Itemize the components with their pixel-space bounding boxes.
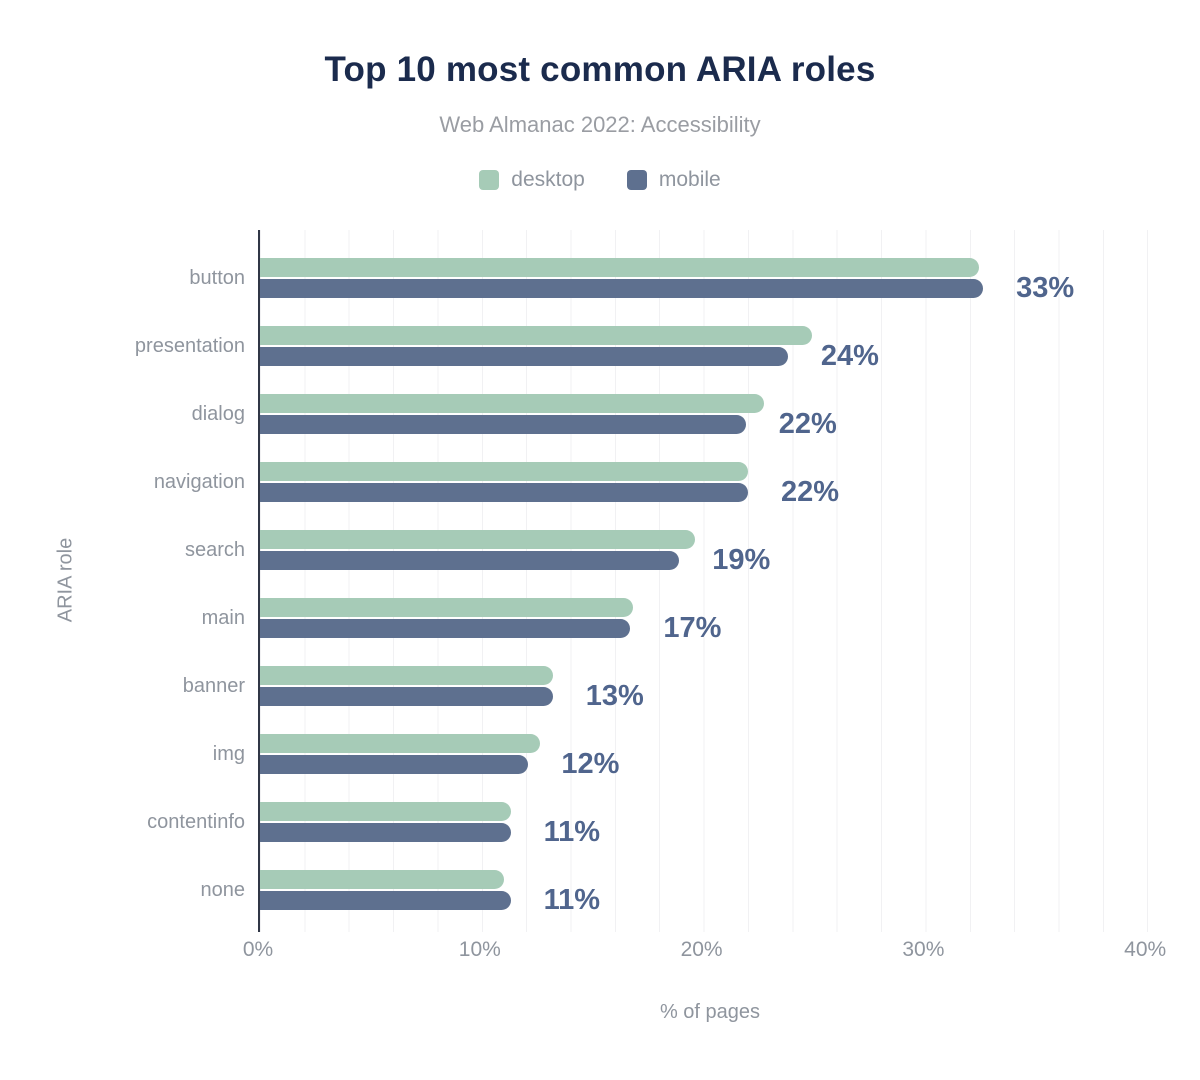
mobile-bar (260, 687, 553, 706)
legend-item-mobile[interactable]: mobile (626, 168, 721, 192)
category-label: dialog (191, 403, 245, 425)
value-label: 17% (663, 612, 722, 644)
mobile-bar (260, 619, 631, 638)
chart-row-banner: banner 13% (183, 652, 1163, 720)
desktop-bar (260, 462, 748, 481)
category-label: navigation (153, 471, 245, 493)
category-label: banner (182, 675, 245, 697)
chart-row-navigation: navigation 22% (154, 448, 1163, 516)
mobile-bar (260, 755, 529, 774)
desktop-bar (260, 666, 553, 685)
value-label: 19% (712, 544, 771, 576)
value-label: 33% (1016, 272, 1075, 304)
chart-row-presentation: presentation 24% (135, 312, 1163, 380)
category-label: contentinfo (147, 811, 245, 833)
desktop-bar (260, 598, 633, 617)
mobile-bar (260, 891, 511, 910)
legend: desktop mobile (0, 168, 1200, 192)
category-label: img (212, 743, 245, 765)
chart-title: Top 10 most common ARIA roles (324, 50, 876, 89)
value-label: 12% (561, 748, 620, 780)
mobile-bar (260, 415, 746, 434)
y-axis-title: ARIA role (54, 537, 77, 623)
plot-area: button 33% presentation 24% dialog 22% navigat… (135, 230, 1163, 932)
legend-label-mobile: mobile (658, 168, 721, 191)
desktop-bar (260, 734, 540, 753)
chart-row-img: img 12% (213, 720, 1163, 788)
category-label: none (200, 879, 246, 901)
category-label: button (189, 267, 245, 289)
desktop-bar (260, 870, 504, 889)
chart-row-dialog: dialog 22% (192, 380, 1163, 448)
legend-item-desktop[interactable]: desktop (479, 168, 585, 192)
x-tick-label: 0% (242, 938, 274, 961)
chart-row-button: button 33% (189, 244, 1163, 312)
value-label: 11% (543, 884, 601, 916)
mobile-bar (260, 279, 984, 298)
x-axis-title: % of pages (659, 1001, 761, 1023)
chart-row-none: none 11% (201, 856, 1163, 924)
chart-subtitle: Web Almanac 2022: Accessibility (439, 112, 761, 137)
mobile-bar (260, 823, 511, 842)
desktop-swatch-icon (479, 170, 500, 190)
legend-label-desktop: desktop (511, 168, 585, 191)
x-tick-label: 20% (680, 938, 723, 961)
category-label: main (201, 607, 245, 629)
x-tick-label: 30% (902, 938, 945, 961)
mobile-bar (260, 347, 788, 366)
value-label: 24% (820, 340, 879, 372)
category-label: search (184, 539, 245, 561)
desktop-bar (260, 326, 813, 345)
category-label: presentation (134, 335, 245, 357)
x-tick-label: 10% (458, 938, 501, 961)
desktop-bar (260, 258, 979, 277)
desktop-bar (260, 802, 511, 821)
mobile-bar (260, 483, 748, 502)
value-label: 22% (781, 476, 840, 508)
desktop-bar (260, 530, 695, 549)
desktop-bar (260, 394, 764, 413)
mobile-swatch-icon (626, 170, 647, 190)
value-label: 13% (585, 680, 644, 712)
chart-row-search: search 19% (185, 516, 1163, 584)
x-tick-label: 40% (1124, 938, 1167, 961)
chart-row-main: main 17% (202, 584, 1163, 652)
value-label: 22% (778, 408, 837, 440)
value-label: 11% (543, 816, 601, 848)
chart-row-contentinfo: contentinfo 11% (147, 788, 1163, 856)
mobile-bar (260, 551, 680, 570)
